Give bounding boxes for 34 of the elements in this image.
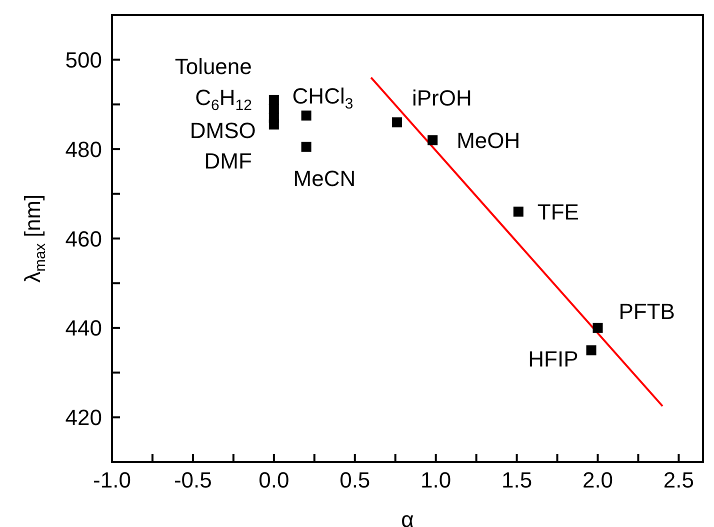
x-tick-label: -1.0	[93, 468, 131, 493]
annotation: HFIP	[528, 346, 578, 372]
x-tick-label: 2.5	[663, 468, 694, 493]
point	[268, 120, 279, 130]
y-tick-label: 480	[65, 136, 102, 162]
point	[268, 94, 279, 105]
annotation: DMF	[204, 148, 252, 174]
x-tick-label: 1.0	[420, 468, 452, 493]
x-tick-label: 0.0	[258, 468, 290, 493]
x-axis-title: α	[401, 507, 414, 527]
x-tick-label: 2.0	[582, 468, 614, 493]
annotation: C$_{6}$H$_{12}$	[195, 84, 252, 114]
y-tick-label: 460	[65, 226, 102, 252]
annotation: PFTB	[618, 298, 675, 324]
y-tick-label: 440	[65, 316, 102, 341]
annotation: DMSO	[190, 118, 256, 143]
y-tick-label: 420	[65, 405, 102, 430]
annotation: iPrOH	[412, 85, 472, 110]
annotation: MeOH	[456, 128, 520, 154]
x-tick-label: 0.5	[340, 468, 370, 493]
point	[301, 142, 312, 152]
point	[592, 322, 603, 333]
point	[586, 345, 596, 356]
point	[392, 117, 402, 128]
x-tick-label: -0.5	[174, 468, 212, 493]
annotation: MeCN	[293, 166, 356, 191]
point	[513, 206, 524, 217]
point	[428, 135, 438, 146]
annotation: TFE	[537, 200, 579, 225]
y-tick-label: 500	[65, 48, 102, 73]
point	[301, 110, 312, 121]
x-tick-label: 1.5	[502, 468, 532, 493]
annotation: Toluene	[174, 54, 252, 79]
annotation: CHCl$_{3}$	[292, 84, 354, 112]
